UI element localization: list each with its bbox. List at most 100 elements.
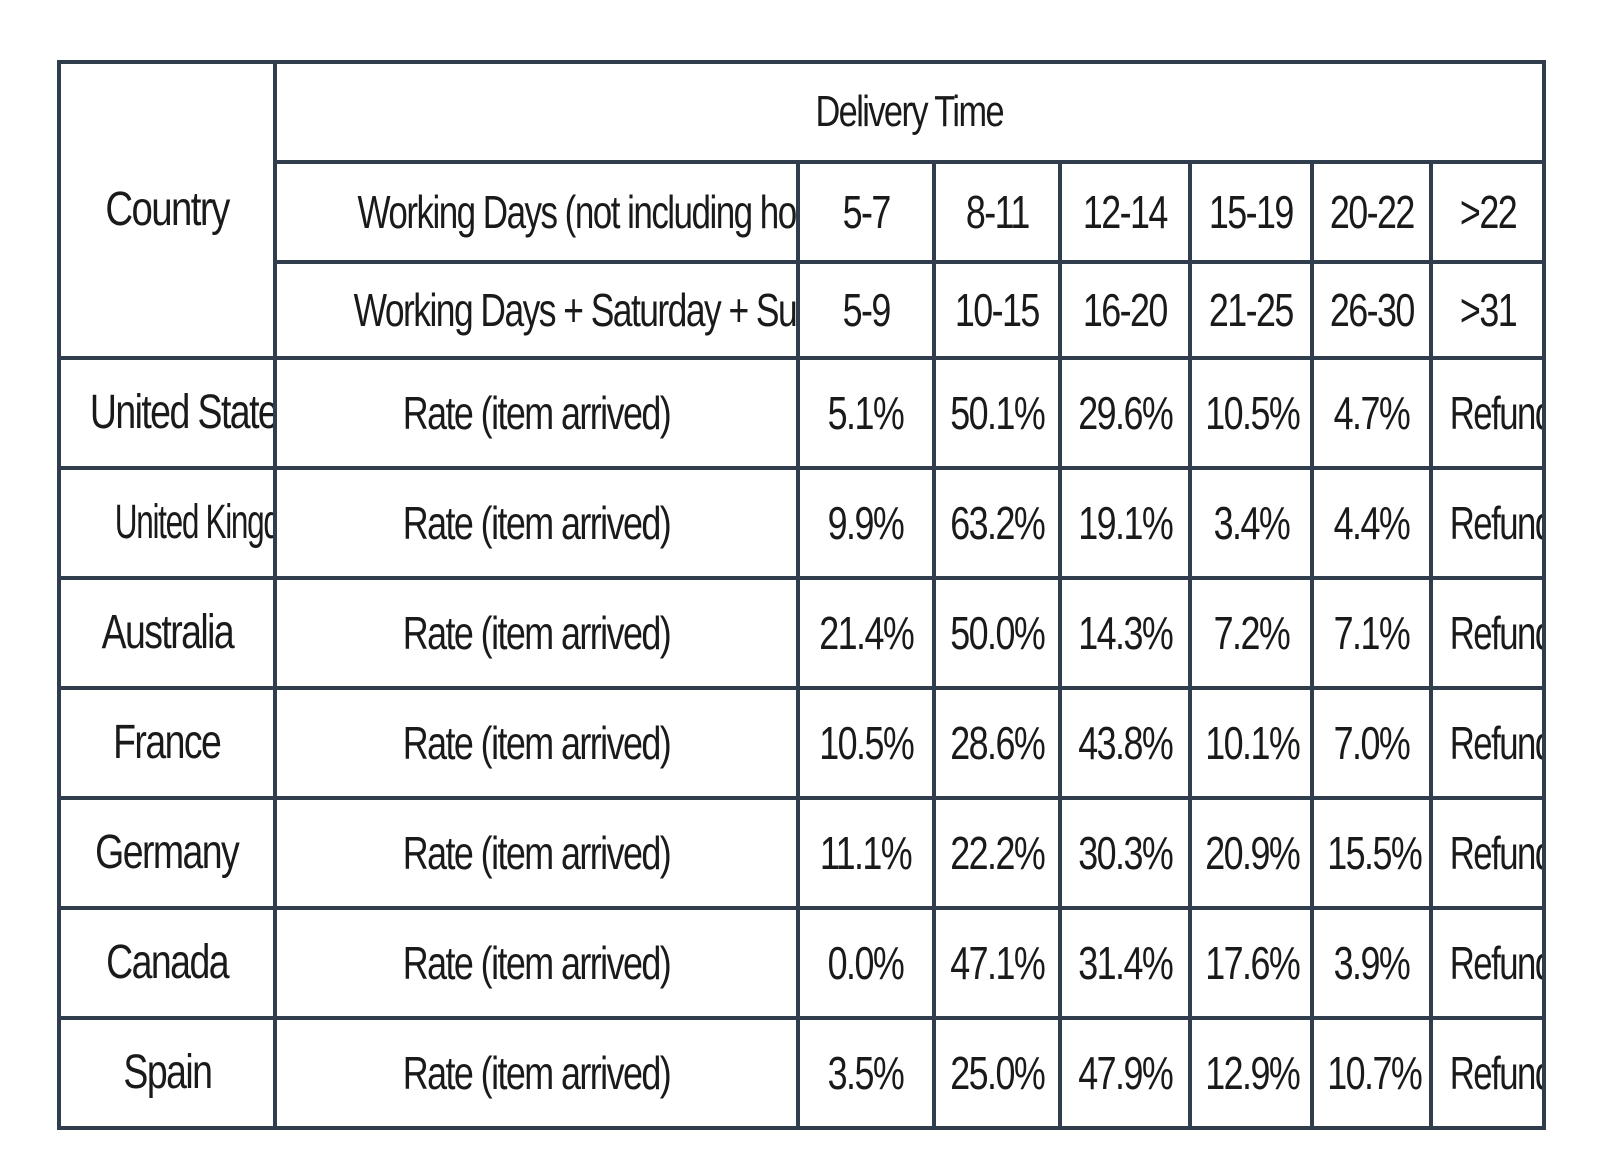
rate-value-cell: 3.9% xyxy=(1309,906,1434,1020)
rate-value: 25.0% xyxy=(950,1047,1046,1099)
rate-label: Rate (item arrived) xyxy=(402,717,672,769)
rate-value: 14.3% xyxy=(1078,607,1174,659)
rate-value: 7.0% xyxy=(1333,717,1411,769)
rate-label-cell: Rate (item arrived) xyxy=(272,906,800,1020)
rate-value: 30.3% xyxy=(1078,827,1174,879)
table-row: Canada Rate (item arrived) 0.0% 47.1% 31.4% 1… xyxy=(57,906,1546,1020)
country-header-label: Country xyxy=(105,183,230,236)
country-name: Germany xyxy=(95,826,240,879)
working-days-range-cell: 12-14 xyxy=(1058,160,1193,264)
calendar-days-range: 26-30 xyxy=(1329,284,1416,336)
rate-value: 10.7% xyxy=(1327,1047,1423,1099)
rate-value: 28.6% xyxy=(950,717,1046,769)
rate-label: Rate (item arrived) xyxy=(402,937,672,989)
rate-value: Refund xyxy=(1450,937,1544,989)
rate-label: Rate (item arrived) xyxy=(402,827,672,879)
working-days-range: 20-22 xyxy=(1329,186,1416,238)
delivery-time-table-frame: Country Delivery Time Working Days (not … xyxy=(57,60,1547,1130)
table-row: Australia Rate (item arrived) 21.4% 50.0% 14… xyxy=(57,576,1546,690)
rate-value: 31.4% xyxy=(1078,937,1174,989)
working-days-range: >22 xyxy=(1459,186,1518,238)
rate-value-cell: 31.4% xyxy=(1058,906,1193,1020)
country-name: Canada xyxy=(106,936,229,989)
rate-value-cell: 7.0% xyxy=(1309,686,1434,800)
working-days-range-cell: 8-11 xyxy=(931,160,1063,264)
table-row: United States Rate (item arrived) 5.1% 50.1… xyxy=(57,356,1546,470)
rate-label-cell: Rate (item arrived) xyxy=(272,466,800,580)
rate-value-cell: Refund xyxy=(1429,906,1546,1020)
working-days-range: 12-14 xyxy=(1083,186,1169,238)
working-days-label: Working Days (not including holiday) xyxy=(357,186,796,238)
rate-value: 15.5% xyxy=(1327,827,1423,879)
rate-value-cell: 47.1% xyxy=(931,906,1063,1020)
rate-value-cell: 28.6% xyxy=(931,686,1063,800)
calendar-days-header-row: Working Days + Saturday + Sunday 5-9 10-… xyxy=(59,260,1546,360)
rate-value-cell: 11.1% xyxy=(795,796,936,910)
calendar-days-range: 21-25 xyxy=(1208,284,1295,336)
working-days-range-cell: 5-7 xyxy=(795,160,936,264)
country-name: United Kingdom xyxy=(114,496,271,549)
rate-value: Refund xyxy=(1450,1047,1544,1099)
rate-label: Rate (item arrived) xyxy=(402,1047,672,1099)
rate-value: 19.1% xyxy=(1078,497,1174,549)
country-name-cell: Germany xyxy=(57,796,277,910)
rate-value: Refund xyxy=(1450,387,1544,439)
rate-value: Refund xyxy=(1450,717,1544,769)
rate-value: 0.0% xyxy=(828,937,905,989)
rate-value-cell: 7.2% xyxy=(1188,576,1314,690)
table-row: Germany Rate (item arrived) 11.1% 22.2% 30.3… xyxy=(57,796,1546,910)
rate-value-cell: 21.4% xyxy=(795,576,936,690)
rate-value-cell: Refund xyxy=(1429,1016,1546,1130)
calendar-days-range-cell: >31 xyxy=(1429,260,1546,360)
calendar-days-label: Working Days + Saturday + Sunday xyxy=(353,284,797,336)
rate-value: 22.2% xyxy=(950,827,1046,879)
rate-label-cell: Rate (item arrived) xyxy=(272,1016,800,1130)
calendar-days-range-cell: 16-20 xyxy=(1058,260,1193,360)
rate-value-cell: Refund xyxy=(1429,686,1546,800)
rate-value: 4.7% xyxy=(1333,387,1411,439)
rate-value-cell: 10.5% xyxy=(795,686,936,800)
rate-value-cell: 12.9% xyxy=(1188,1016,1314,1130)
rate-value: 47.1% xyxy=(950,937,1046,989)
rate-value-cell: Refund xyxy=(1429,796,1546,910)
rate-value: 3.5% xyxy=(828,1047,905,1099)
rate-value: 7.1% xyxy=(1333,607,1411,659)
working-days-range-cell: >22 xyxy=(1429,160,1546,264)
rate-value: 4.4% xyxy=(1333,497,1411,549)
rate-label-cell: Rate (item arrived) xyxy=(272,576,800,690)
delivery-time-header-label: Delivery Time xyxy=(815,87,1005,136)
rate-value: 12.9% xyxy=(1205,1047,1301,1099)
rate-value: 10.5% xyxy=(1205,387,1301,439)
country-name-cell: United States xyxy=(57,356,277,470)
rate-value-cell: 50.0% xyxy=(931,576,1063,690)
calendar-days-range-cell: 5-9 xyxy=(795,260,936,360)
calendar-days-range: >31 xyxy=(1459,284,1518,336)
working-days-header-row: Working Days (not including holiday) 5-7… xyxy=(59,160,1546,264)
rate-value: 29.6% xyxy=(1078,387,1174,439)
rate-value-cell: 63.2% xyxy=(931,466,1063,580)
working-days-range: 5-7 xyxy=(842,186,891,238)
rate-value-cell: 5.1% xyxy=(795,356,936,470)
rate-value: Refund xyxy=(1450,497,1544,549)
country-name: France xyxy=(113,716,222,769)
rate-value-cell: 10.1% xyxy=(1188,686,1314,800)
rate-value: 43.8% xyxy=(1078,717,1174,769)
country-name-cell: Canada xyxy=(57,906,277,1020)
rate-value-cell: 10.7% xyxy=(1309,1016,1434,1130)
country-name-cell: Spain xyxy=(57,1016,277,1130)
rate-value-cell: 29.6% xyxy=(1058,356,1193,470)
calendar-days-range-cell: 21-25 xyxy=(1188,260,1314,360)
rate-value-cell: 9.9% xyxy=(795,466,936,580)
rate-value-cell: Refund xyxy=(1429,576,1546,690)
country-name: Australia xyxy=(101,606,234,659)
rate-label-cell: Rate (item arrived) xyxy=(272,796,800,910)
rate-value-cell: 20.9% xyxy=(1188,796,1314,910)
delivery-time-header-cell: Delivery Time xyxy=(272,60,1547,164)
rate-label: Rate (item arrived) xyxy=(402,387,672,439)
rate-value-cell: 3.4% xyxy=(1188,466,1314,580)
rate-value: 47.9% xyxy=(1078,1047,1174,1099)
rate-value-cell: 7.1% xyxy=(1309,576,1434,690)
rate-value-cell: 0.0% xyxy=(795,906,936,1020)
working-days-range: 8-11 xyxy=(965,186,1030,238)
country-name-cell: France xyxy=(57,686,277,800)
